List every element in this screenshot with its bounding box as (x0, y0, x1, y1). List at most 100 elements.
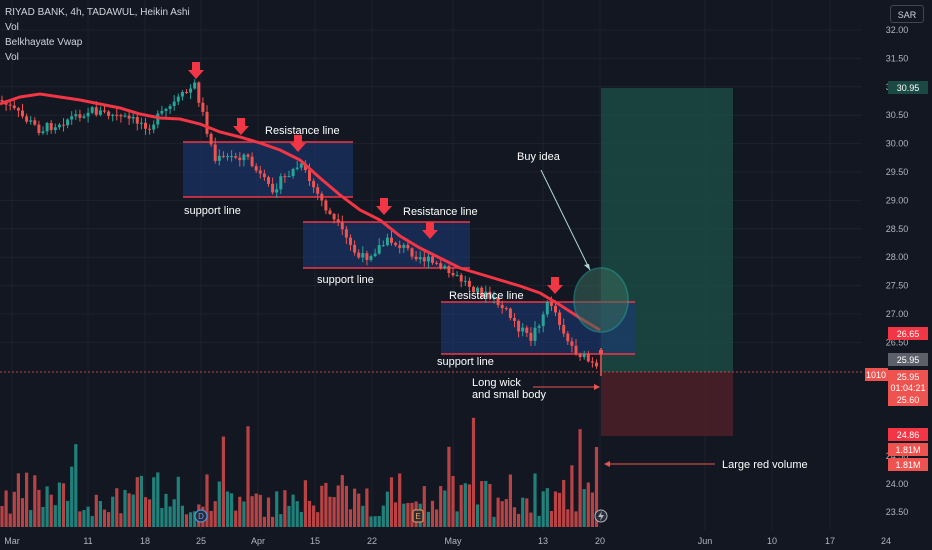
symbol-title[interactable]: RIYAD BANK, 4h, TADAWUL, Heikin Ashi (5, 7, 190, 18)
candle-body (193, 82, 197, 89)
time-tick-label: Jun (698, 536, 713, 546)
price-badge (888, 443, 928, 456)
stop-zone (601, 372, 733, 436)
candle-body (242, 154, 246, 161)
volume-bar (180, 505, 184, 527)
candle-body (144, 122, 147, 129)
volume-bar (467, 484, 471, 527)
price-badge-text: 25.60 (897, 395, 920, 405)
candle-body (312, 180, 316, 188)
candle-body (16, 108, 20, 111)
candle-body (558, 312, 562, 325)
candle-body (377, 245, 381, 254)
volume-bar (115, 488, 119, 527)
candle-body (160, 110, 164, 114)
volume-bar (283, 490, 287, 527)
time-tick-label: 13 (538, 536, 548, 546)
volume-bar (102, 509, 107, 527)
volume-bar (213, 501, 217, 527)
candle-body (431, 256, 434, 263)
candle-body (472, 286, 475, 293)
volume-bar (496, 497, 500, 527)
volume-bar (500, 501, 504, 527)
support-label-2: support line (317, 274, 374, 286)
price-badges: 30.9526.6525.9525.9501:04:2125.6024.861.… (888, 81, 928, 471)
volume-bar (16, 473, 20, 527)
currency-selector[interactable]: SAR (890, 5, 924, 23)
candle-body (234, 156, 238, 158)
candle-body (197, 82, 201, 103)
volume-bar (332, 497, 336, 527)
legend-vwap[interactable]: Belkhayate Vwap (5, 37, 83, 48)
candlesticks (0, 79, 603, 376)
volume-bar (258, 494, 262, 527)
volume-bar (484, 480, 488, 527)
candle-body (70, 116, 74, 120)
legend-vol-1[interactable]: Vol (5, 22, 19, 33)
resistance-label-3: Resistance line (449, 290, 524, 302)
volume-bar (377, 515, 381, 527)
volume-bar (344, 485, 348, 527)
candle-body (168, 106, 172, 109)
volume-bar (0, 506, 4, 527)
candle-body (279, 176, 283, 190)
volume-bar (33, 475, 37, 527)
candle-body (8, 104, 12, 106)
left-price-badge (865, 368, 888, 381)
candle-body (25, 116, 29, 122)
candle-body (66, 119, 70, 126)
candle-body (574, 345, 578, 354)
candle-body (176, 96, 180, 102)
volume-bar (517, 513, 521, 527)
time-tick-label: 22 (367, 536, 377, 546)
volume-bar (29, 510, 33, 527)
volume-bar (266, 497, 271, 527)
candle-body (349, 237, 352, 245)
volume-bar (480, 481, 484, 527)
time-tick-label: 24 (881, 536, 891, 546)
candle-body (254, 166, 258, 171)
volume-bar (98, 500, 102, 527)
price-badge (888, 81, 928, 94)
candle-body (180, 92, 184, 97)
down-arrows (188, 62, 563, 294)
volume-bar (590, 492, 594, 527)
volume-bar (234, 510, 238, 527)
volume-bar (70, 466, 74, 527)
volume-bar (107, 512, 111, 527)
event-marker-e[interactable]: E (412, 509, 424, 523)
volume-bar (553, 491, 558, 527)
candle-body (324, 200, 328, 211)
price-tick-label: 30.00 (886, 139, 909, 149)
candle-body (582, 353, 586, 358)
candle-body (230, 156, 234, 158)
volume-bar (148, 499, 152, 527)
candle-body (541, 314, 545, 327)
volume-bar (184, 514, 189, 527)
candle-body (316, 187, 320, 194)
price-tick-label: 28.00 (886, 252, 909, 262)
time-tick-label: 17 (825, 536, 835, 546)
volume-bar (369, 516, 373, 527)
candle-body (369, 256, 373, 260)
legend-vol-2[interactable]: Vol (5, 52, 19, 63)
volume-bar (168, 506, 172, 527)
event-marker-d[interactable]: D (194, 509, 208, 523)
candle-body (246, 154, 250, 157)
candle-body (549, 301, 553, 306)
candle-body (562, 324, 566, 334)
volume-bar (225, 491, 230, 527)
candle-body (443, 266, 447, 269)
volume-bar (398, 473, 402, 527)
price-tick-label: 27.00 (886, 309, 909, 319)
countdown-text: 01:04:21 (890, 383, 925, 393)
price-badge-text: 25.95 (897, 355, 920, 365)
time-axis-bg (0, 530, 932, 550)
candle-body (586, 353, 590, 362)
candle-body (488, 291, 492, 299)
time-axis[interactable]: Mar 11 18 25 Apr 15 22 May 13 20 Jun 10 17 24 (4, 536, 891, 546)
candle-body (513, 318, 516, 321)
flash-icon[interactable] (594, 509, 608, 523)
time-tick-label: Mar (4, 536, 20, 546)
